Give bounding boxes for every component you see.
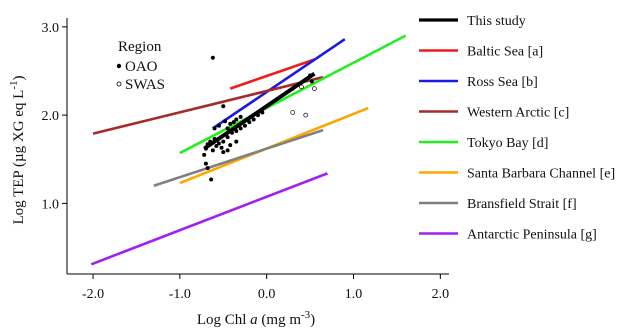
- oao-point: [212, 126, 217, 131]
- series-line: [229, 58, 315, 90]
- y-tick-label: 1.0: [42, 197, 60, 212]
- oao-point: [234, 139, 239, 144]
- oao-point: [221, 150, 226, 155]
- oao-point: [256, 113, 260, 118]
- legend-label: Ross Sea [b]: [467, 75, 538, 90]
- x-axis-title: Log Chl a (mg m-3): [197, 309, 315, 328]
- oao-point: [231, 120, 236, 125]
- oao-point: [260, 110, 265, 115]
- legend-label: Western Arctic [c]: [467, 106, 569, 121]
- y-axis-title: Log TEP (µg XG eq L-1): [8, 75, 27, 224]
- series-line: [212, 38, 346, 130]
- region-oao-marker: [116, 63, 122, 69]
- oao-point: [203, 146, 208, 151]
- oao-point: [303, 77, 308, 82]
- region-oao-label: OAO: [125, 59, 158, 75]
- oao-point: [205, 166, 210, 171]
- x-tick-label: 0.0: [258, 287, 276, 302]
- x-tick-label: -2.0: [82, 287, 104, 302]
- oao-point: [216, 141, 221, 146]
- plot-area: -2.0 -1.0 0.0 1.0 2.0 1.0 2.0 3.0: [42, 18, 449, 302]
- legend-label: Santa Barbara Channel [e]: [467, 167, 615, 182]
- oao-point: [216, 123, 221, 128]
- oao-point: [223, 119, 228, 124]
- swas-point: [290, 110, 296, 115]
- y-tick-label: 3.0: [42, 21, 60, 36]
- y-tick-label: 2.0: [42, 109, 60, 124]
- legend-label: Antarctic Peninsula [g]: [467, 228, 597, 243]
- data-points: [202, 55, 317, 182]
- oao-point: [309, 79, 314, 84]
- series-line: [203, 71, 316, 151]
- swas-point: [312, 86, 317, 91]
- x-tick-label: 2.0: [432, 287, 450, 302]
- oao-point: [212, 136, 217, 141]
- y-ticks: 1.0 2.0 3.0: [42, 21, 67, 212]
- oao-point: [238, 114, 243, 119]
- oao-point: [228, 121, 233, 126]
- series-line: [153, 128, 324, 187]
- oao-point: [234, 117, 239, 122]
- oao-point: [214, 144, 219, 148]
- region-legend: Region OAO SWAS: [116, 39, 165, 93]
- oao-point: [238, 126, 243, 131]
- oao-point: [208, 139, 213, 144]
- swas-point: [303, 112, 309, 118]
- series-line: [92, 75, 324, 135]
- oao-point: [228, 143, 233, 148]
- region-swas-label: SWAS: [125, 77, 165, 93]
- region-swas-marker: [116, 81, 122, 87]
- x-tick-label: 1.0: [345, 287, 363, 302]
- oao-point: [229, 130, 234, 135]
- oao-point: [225, 126, 230, 131]
- x-ticks: -2.0 -1.0 0.0 1.0 2.0: [82, 274, 449, 302]
- legend-label: Tokyo Bay [d]: [467, 136, 548, 151]
- oao-point: [203, 161, 208, 166]
- oao-point: [225, 135, 230, 140]
- swas-point: [299, 84, 304, 90]
- oao-point: [202, 152, 207, 157]
- oao-point: [221, 139, 226, 144]
- oao-point: [210, 55, 215, 60]
- series-line: [179, 34, 407, 155]
- series-line: [90, 172, 328, 266]
- oao-point: [209, 177, 214, 182]
- oao-point: [225, 148, 230, 153]
- legend-label: Bransfield Strait [f]: [467, 197, 577, 212]
- legend-label: Baltic Sea [a]: [467, 45, 543, 60]
- oao-point: [205, 142, 210, 147]
- oao-point: [242, 123, 247, 128]
- oao-point: [210, 148, 215, 153]
- oao-point: [247, 120, 252, 125]
- oao-point: [251, 117, 256, 122]
- oao-point: [290, 86, 295, 91]
- series-lines: [90, 34, 407, 266]
- oao-point: [221, 104, 226, 109]
- legend: This study Baltic Sea [a] Ross Sea [b] West…: [419, 14, 615, 243]
- region-legend-title: Region: [118, 39, 162, 55]
- legend-label: This study: [467, 14, 526, 29]
- oao-point: [308, 73, 313, 78]
- oao-point: [219, 145, 224, 150]
- oao-point: [234, 128, 239, 133]
- x-tick-label: -1.0: [169, 287, 191, 302]
